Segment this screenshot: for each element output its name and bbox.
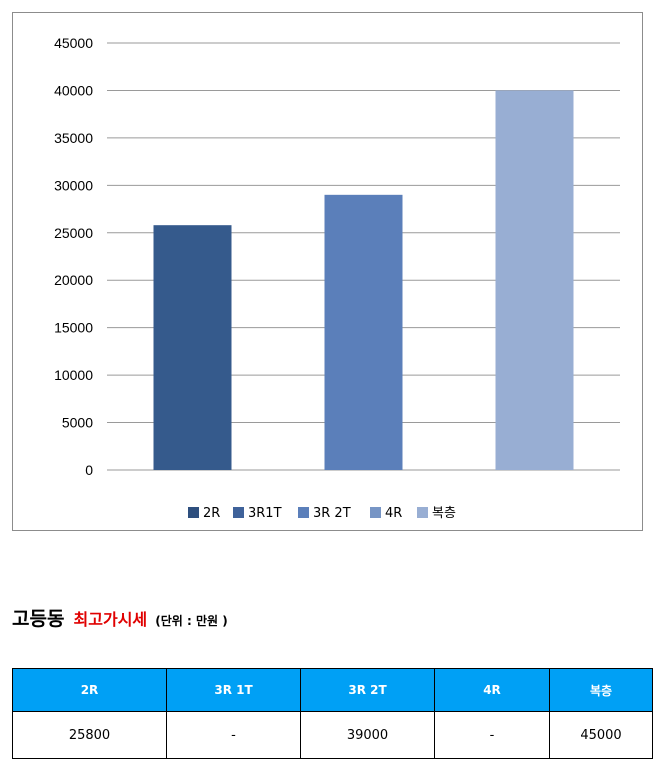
table-header-cell: 4R	[434, 668, 550, 712]
y-tick-label: 45000	[54, 35, 93, 51]
heading-unit: (단위 : 만원 )	[155, 614, 228, 628]
chart-frame: 0 5000 10000 15000 20000 25000 30000 35000 40000…	[12, 12, 643, 531]
y-tick-label: 20000	[54, 272, 93, 288]
heading-highlight: 최고가시세	[73, 610, 148, 629]
table-header-cell: 3R 2T	[300, 668, 435, 712]
table-cell: 39000	[300, 711, 435, 759]
legend-swatch	[188, 507, 199, 518]
price-table: 2R 3R 1T 3R 2T 4R 복층 25800 - 39000 - 450…	[12, 668, 653, 759]
legend-label: 2R	[203, 506, 220, 521]
legend-swatch	[370, 507, 381, 518]
bar-chart: 0 5000 10000 15000 20000 25000 30000 35000 40000…	[54, 35, 620, 521]
table-cell: -	[434, 711, 550, 759]
legend-swatch	[233, 507, 244, 518]
y-tick-label: 10000	[54, 367, 93, 383]
bar	[153, 225, 232, 470]
y-tick-label: 30000	[54, 177, 93, 193]
table-header-cell: 3R 1T	[166, 668, 301, 712]
legend-swatch	[298, 507, 309, 518]
bar	[324, 194, 403, 471]
table-cell: 25800	[12, 711, 167, 759]
y-tick-label: 25000	[54, 225, 93, 241]
legend-swatch	[417, 507, 428, 518]
y-tick-label: 0	[85, 462, 93, 478]
heading-main: 고등동	[12, 608, 65, 630]
table-row: 25800 - 39000 - 45000	[12, 711, 653, 759]
y-tick-label: 5000	[62, 415, 93, 431]
legend-label: 3R 2T	[313, 506, 351, 521]
legend-label: 복층	[432, 506, 456, 521]
legend-label: 3R1T	[248, 506, 282, 521]
section-heading: 고등동 최고가시세 (단위 : 만원 )	[12, 604, 228, 631]
table-header-cell: 2R	[12, 668, 167, 712]
table-header-row: 2R 3R 1T 3R 2T 4R 복층	[12, 668, 653, 712]
y-tick-label: 40000	[54, 82, 93, 98]
legend-label: 4R	[385, 506, 402, 521]
table-cell: 45000	[549, 711, 653, 759]
y-tick-label: 35000	[54, 130, 93, 146]
bar	[495, 90, 574, 470]
table-header-cell: 복층	[549, 668, 653, 712]
y-tick-label: 15000	[54, 320, 93, 336]
table-cell: -	[166, 711, 301, 759]
